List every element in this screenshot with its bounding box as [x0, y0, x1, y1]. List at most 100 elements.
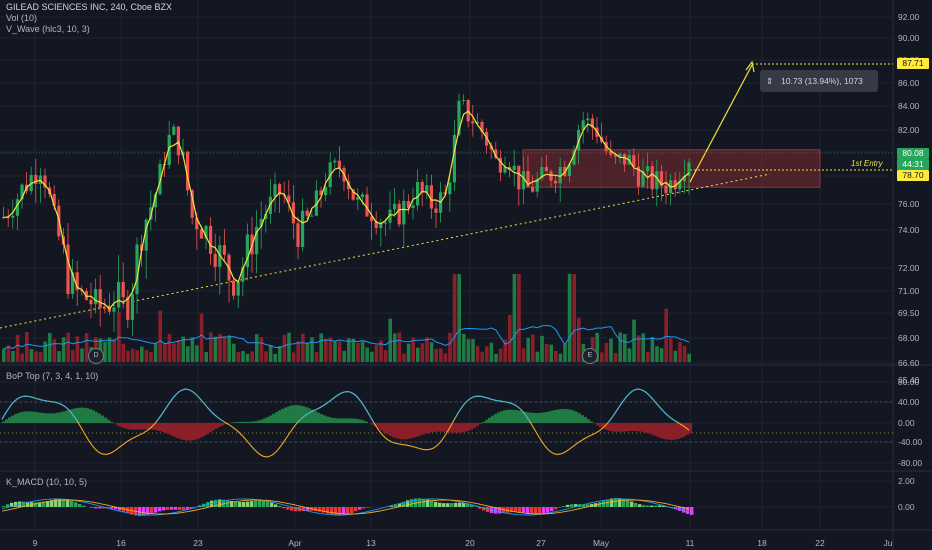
bop-histogram-bar — [545, 411, 548, 423]
macd-pane-title[interactable]: K_MACD (10, 10, 5) — [6, 477, 88, 487]
candle-body — [213, 253, 217, 267]
macd-histogram-bar — [562, 505, 566, 507]
candle-body — [429, 185, 433, 209]
bop-histogram-bar — [164, 423, 167, 434]
volume-bar — [301, 333, 305, 362]
bop-histogram-bar — [134, 423, 137, 430]
measure-tooltip[interactable]: ⇕ 10.73 (13.94%), 1073 — [760, 70, 878, 92]
bop-histogram-bar — [428, 423, 431, 433]
volume-bar — [167, 333, 172, 362]
volume-bar — [360, 341, 365, 362]
volume-bar — [25, 332, 29, 362]
macd-histogram-bar — [606, 499, 610, 507]
time-tick: 9 — [32, 538, 38, 548]
bop-histogram-bar — [314, 411, 317, 423]
bop-histogram-bar — [236, 421, 239, 423]
volume-bar — [291, 352, 296, 362]
dividend-event-marker[interactable]: D — [88, 348, 104, 364]
candle-body — [655, 171, 659, 190]
volume-bar — [650, 337, 655, 362]
candle-body — [351, 189, 355, 200]
bop-histogram-bar — [443, 423, 446, 432]
bop-histogram-bar — [566, 409, 569, 423]
bop-histogram-bar — [317, 412, 320, 423]
volume-bar — [664, 308, 668, 362]
macd-histogram-bar — [506, 507, 510, 513]
bop-histogram-bar — [518, 410, 521, 423]
volume-bar — [333, 341, 337, 362]
bop-histogram-bar — [452, 423, 455, 433]
volume-bar — [544, 343, 549, 362]
price-tick: 69.50 — [898, 308, 920, 318]
bop-oscillator-positive — [1, 395, 78, 422]
macd-histogram-bar — [658, 505, 662, 507]
bar-countdown-tag: 44:31 — [897, 159, 929, 170]
candle-body — [176, 126, 180, 156]
bop-histogram-bar — [674, 423, 677, 440]
bop-histogram-bar — [680, 423, 683, 438]
bop-histogram-bar — [380, 423, 383, 431]
bop-oscillator-positive — [298, 391, 375, 424]
volume-bar — [2, 348, 6, 362]
bop-histogram-bar — [293, 405, 296, 423]
macd-histogram-bar — [642, 505, 646, 507]
bop-histogram-bar — [194, 423, 197, 440]
macd-histogram-bar — [614, 498, 618, 507]
candle-body — [416, 181, 420, 206]
volume-bar — [489, 342, 494, 362]
candle-body — [374, 221, 378, 228]
macd-histogram-bar — [218, 499, 222, 507]
bop-histogram-bar — [68, 409, 71, 423]
volume-bar — [512, 274, 517, 362]
earnings-event-marker[interactable]: E — [582, 348, 598, 364]
bop-histogram-bar — [2, 421, 5, 423]
bop-histogram-bar — [476, 423, 479, 427]
bop-histogram-bar — [188, 423, 191, 441]
volume-bar — [305, 342, 310, 362]
volume-bar — [84, 333, 89, 362]
volume-bar — [15, 334, 20, 362]
symbol-title[interactable]: GILEAD SCIENCES INC, 240, Cboe BZX — [6, 2, 173, 12]
candle-body — [222, 245, 226, 255]
vwave-indicator-label[interactable]: V_Wave (hlc3, 10, 3) — [6, 24, 90, 34]
bop-histogram-bar — [509, 409, 512, 423]
candle-body — [75, 272, 79, 291]
bop-histogram-bar — [65, 410, 68, 423]
macd-histogram-bar — [482, 507, 486, 511]
candle-body — [485, 131, 489, 146]
first-entry-annotation[interactable]: 1st Entry — [851, 159, 883, 168]
candle-body — [149, 207, 153, 220]
bop-histogram-bar — [455, 423, 458, 433]
volume-indicator-label[interactable]: Vol (10) — [6, 13, 38, 23]
bop-histogram-bar — [116, 423, 119, 426]
bop-pane-title[interactable]: BoP Top (7, 3, 4, 1, 10) — [6, 371, 99, 381]
volume-bar — [687, 353, 691, 362]
macd-histogram-bar — [178, 507, 182, 510]
macd-histogram-bar — [34, 502, 38, 507]
macd-histogram-bar — [274, 504, 278, 507]
macd-histogram-bar — [458, 502, 462, 507]
candle-body — [549, 171, 553, 181]
bop-histogram-bar — [167, 423, 170, 435]
bop-histogram-bar — [431, 423, 434, 433]
bop-histogram-bar — [461, 423, 464, 433]
macd-histogram-bar — [438, 502, 442, 507]
candle-body — [126, 297, 130, 320]
volume-bar — [135, 350, 139, 362]
candle-body — [305, 210, 309, 216]
candle-body — [383, 222, 387, 224]
macd-histogram-bar — [654, 505, 658, 507]
volume-bar — [278, 346, 282, 362]
bop-histogram-bar — [113, 423, 116, 424]
bop-histogram-bar — [587, 419, 590, 423]
bop-histogram-bar — [248, 421, 251, 423]
volume-bar — [420, 343, 425, 362]
bop-histogram-bar — [26, 411, 29, 423]
volume-bar — [140, 346, 144, 362]
bop-histogram-bar — [299, 405, 302, 423]
bop-histogram-bar — [419, 423, 422, 436]
candle-body — [517, 165, 521, 190]
bop-histogram-bar — [398, 423, 401, 440]
candle-body — [393, 203, 397, 210]
bop-histogram-bar — [8, 417, 11, 423]
